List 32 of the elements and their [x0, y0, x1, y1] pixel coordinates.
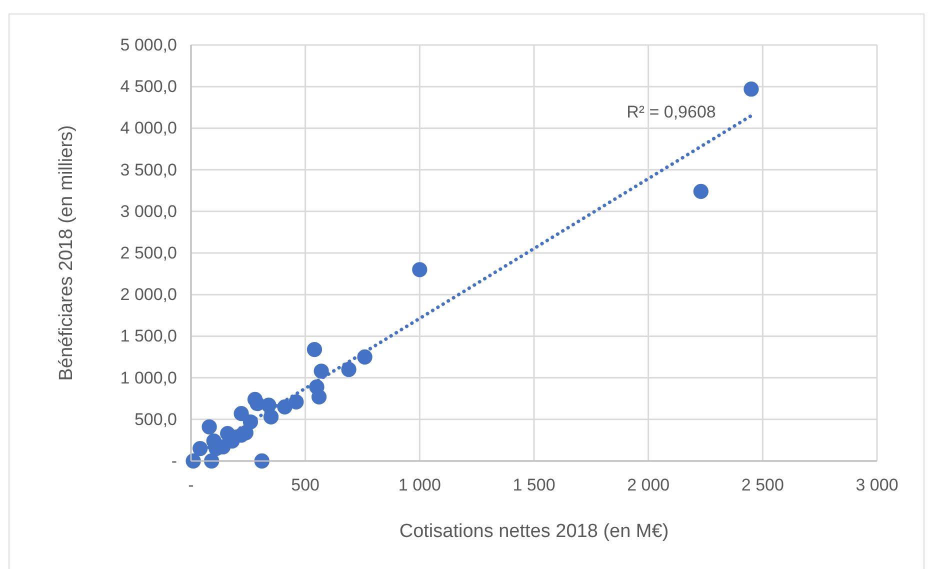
point	[234, 406, 249, 422]
y-axis-title: Bénéficiares 2018 (en milliers)	[56, 125, 77, 381]
y-tick-label: 500,0	[134, 410, 177, 429]
y-tick-label: 3 500,0	[120, 160, 177, 180]
point	[341, 362, 356, 378]
x-tick-label: 2 000	[627, 475, 670, 494]
y-tick-label: -	[171, 451, 177, 470]
point	[202, 419, 217, 434]
y-tick-label: 5 000,0	[120, 35, 177, 54]
annotation: R² = 0,9608	[626, 102, 716, 122]
y-tick-label: 2 000,0	[120, 285, 177, 304]
x-tick-label: 1 000	[398, 475, 441, 494]
y-tick-label: 3 000,0	[120, 202, 177, 221]
point	[744, 82, 759, 97]
x-tick-label: 2 500	[741, 475, 784, 494]
point	[250, 396, 265, 412]
x-axis-title: Cotisations nettes 2018 (en M€)	[399, 521, 669, 542]
point	[314, 364, 329, 379]
y-tick-label: 2 500,0	[120, 243, 177, 262]
point	[311, 389, 327, 404]
x-tick-label: 1 500	[512, 475, 556, 494]
x-tick-label: 3 000	[856, 475, 898, 494]
y-tick-label: 4 000,0	[120, 118, 177, 138]
y-tick-label: 4 500,0	[120, 77, 177, 96]
x-tick-label: 500	[291, 475, 320, 494]
point	[412, 262, 428, 278]
point	[277, 399, 292, 414]
y-tick-label: 1 000,0	[120, 368, 177, 388]
x-tick-label: -	[188, 475, 194, 494]
y-tick-label: 1 500,0	[120, 326, 177, 346]
point	[693, 184, 708, 199]
point	[306, 342, 322, 358]
